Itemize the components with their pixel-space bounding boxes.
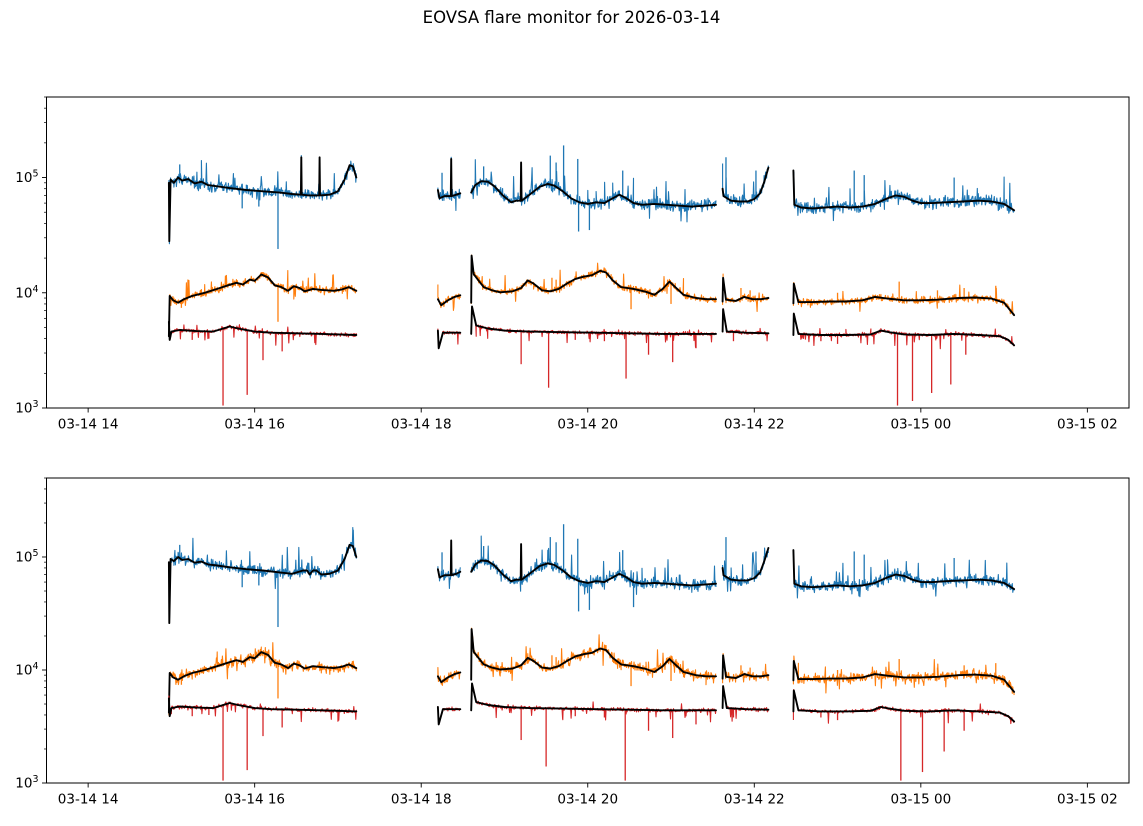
x-tick-label: 03-14 22 bbox=[724, 792, 785, 808]
panel-bottom-mid-band bbox=[167, 627, 1016, 716]
x-tick-label: 03-15 02 bbox=[1057, 792, 1118, 808]
mid-band-median-line bbox=[470, 628, 717, 681]
mid-band-noisy-trace bbox=[722, 273, 769, 313]
plot-area-panel-bottom bbox=[167, 524, 1016, 781]
panel-bottom-high-band bbox=[167, 524, 1016, 628]
mid-band-median-line bbox=[721, 654, 770, 680]
x-tick-label: 03-14 14 bbox=[58, 792, 119, 808]
mid-band-median-line bbox=[167, 273, 358, 338]
y-tick-label: 104 bbox=[15, 284, 38, 302]
mid-band-median-line bbox=[167, 651, 358, 714]
x-tick-label: 03-14 16 bbox=[224, 417, 285, 433]
y-tick-label: 105 bbox=[15, 169, 38, 187]
x-tick-label: 03-15 02 bbox=[1057, 417, 1118, 433]
mid-band-noisy-trace bbox=[470, 254, 717, 305]
low-band-median-line bbox=[721, 685, 770, 711]
mid-band-median-line bbox=[436, 294, 462, 307]
high-band-median-line bbox=[721, 166, 770, 203]
mid-band-noisy-trace bbox=[437, 284, 461, 311]
high-band-noisy-trace bbox=[437, 542, 461, 590]
low-band-noisy-trace bbox=[470, 683, 717, 723]
y-axis-panel-bottom: 103 104 105 bbox=[15, 477, 47, 792]
y-tick-label: 105 bbox=[15, 548, 38, 566]
high-band-median-line bbox=[436, 157, 462, 200]
low-band-median-line bbox=[792, 312, 1016, 347]
high-band-median-line bbox=[167, 543, 358, 625]
axes-box-panel-top bbox=[46, 96, 1130, 409]
panel-top-low-band bbox=[167, 305, 1016, 406]
y-axis-panel-top: 103 104 105 bbox=[15, 96, 47, 417]
high-band-median-line bbox=[721, 547, 770, 582]
mid-band-noisy-trace bbox=[470, 627, 717, 686]
x-axis-panel-bottom: 03-14 14 03-14 16 03-14 18 03-14 20 03-14 22… bbox=[58, 783, 1118, 808]
high-band-median-line bbox=[470, 161, 717, 208]
high-band-noisy-trace bbox=[168, 155, 357, 245]
y-tick-label: 103 bbox=[15, 399, 38, 417]
high-band-noisy-trace bbox=[437, 156, 461, 212]
high-band-noisy-trace bbox=[792, 551, 1015, 599]
high-band-noisy-trace bbox=[470, 535, 717, 595]
high-band-median-line bbox=[470, 543, 717, 587]
mid-band-noisy-trace bbox=[722, 653, 769, 684]
high-band-median-line bbox=[167, 156, 358, 243]
x-tick-label: 03-14 18 bbox=[391, 792, 452, 808]
high-band-median-line bbox=[436, 539, 462, 579]
y-tick-label: 103 bbox=[15, 774, 38, 792]
x-tick-label: 03-15 00 bbox=[890, 792, 951, 808]
high-band-median-line bbox=[792, 169, 1016, 212]
mid-band-median-line bbox=[721, 276, 770, 303]
low-band-median-line bbox=[470, 305, 717, 335]
mid-band-median-line bbox=[792, 282, 1016, 317]
mid-band-median-line bbox=[470, 254, 717, 304]
low-band-median-line bbox=[792, 689, 1016, 723]
low-band-median-line bbox=[167, 320, 358, 341]
x-tick-label: 03-14 16 bbox=[224, 792, 285, 808]
x-tick-label: 03-14 14 bbox=[58, 417, 119, 433]
high-band-noisy-trace bbox=[470, 159, 717, 223]
low-band-median-line bbox=[167, 697, 358, 718]
x-tick-label: 03-14 20 bbox=[557, 417, 618, 433]
low-band-noisy-trace bbox=[722, 308, 769, 342]
mid-band-noisy-trace bbox=[437, 666, 461, 686]
x-tick-label: 03-14 18 bbox=[391, 417, 452, 433]
low-band-median-line bbox=[721, 308, 770, 335]
low-band-median-line bbox=[436, 706, 462, 726]
axes-box-panel-bottom bbox=[46, 477, 1130, 784]
x-tick-label: 03-15 00 bbox=[890, 417, 951, 433]
low-band-noisy-trace bbox=[792, 312, 1015, 350]
mid-band-noisy-trace bbox=[792, 281, 1015, 317]
mid-band-median-line bbox=[436, 671, 462, 684]
high-band-median-line bbox=[792, 549, 1016, 591]
low-band-noisy-trace bbox=[470, 306, 717, 348]
panel-top-mid-band bbox=[167, 254, 1016, 338]
chart-title: EOVSA flare monitor for 2026-03-14 bbox=[422, 8, 721, 27]
mid-band-noisy-trace bbox=[168, 269, 357, 335]
plot-area-panel-top bbox=[167, 145, 1016, 406]
x-axis-panel-top: 03-14 14 03-14 16 03-14 18 03-14 20 03-14 22… bbox=[58, 408, 1118, 433]
mid-band-median-line bbox=[792, 660, 1016, 693]
y-tick-label: 104 bbox=[15, 661, 38, 679]
x-tick-label: 03-14 22 bbox=[724, 417, 785, 433]
panel-top: 03-14 14 03-14 16 03-14 18 03-14 20 03-14 22… bbox=[15, 96, 1130, 433]
panel-top-high-band bbox=[167, 145, 1016, 249]
panel-bottom-low-band bbox=[167, 682, 1016, 781]
x-tick-label: 03-14 20 bbox=[557, 792, 618, 808]
low-band-noisy-trace bbox=[722, 685, 769, 722]
low-band-noisy-trace bbox=[792, 689, 1015, 725]
low-band-median-line bbox=[436, 329, 462, 350]
low-band-median-line bbox=[470, 682, 717, 712]
panel-bottom: 03-14 14 03-14 16 03-14 18 03-14 20 03-14 22… bbox=[15, 477, 1130, 808]
